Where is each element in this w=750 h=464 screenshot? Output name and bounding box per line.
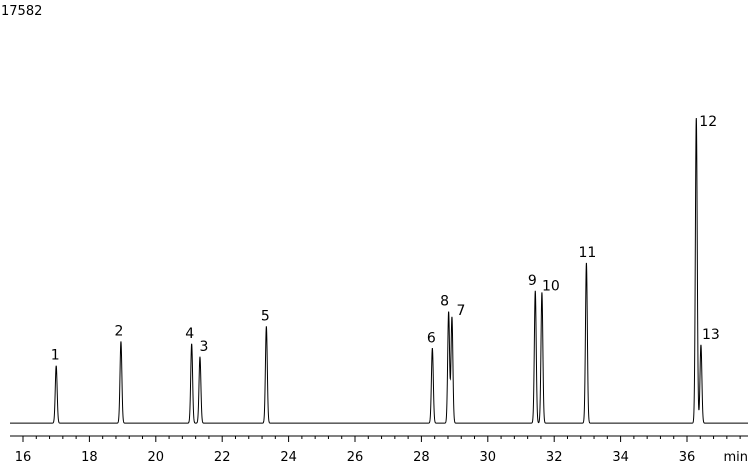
peak-label-9: 9 <box>528 273 537 289</box>
x-tick-label: 30 <box>480 450 497 464</box>
x-tick-label: 22 <box>214 450 231 464</box>
peak-label-3: 3 <box>199 339 208 355</box>
x-tick-label: 36 <box>679 450 696 464</box>
peak-label-10: 10 <box>542 279 560 295</box>
x-axis: 16 18 20 22 24 26 28 30 32 34 36 min <box>10 435 748 464</box>
x-tick-label: 18 <box>81 450 98 464</box>
peak-label-12: 12 <box>699 114 717 130</box>
x-tick-label: 28 <box>413 450 430 464</box>
peak-label-7: 7 <box>456 303 465 319</box>
peak-label-8: 8 <box>440 294 449 310</box>
peak-label-2: 2 <box>114 324 123 340</box>
peak-label-4: 4 <box>185 326 194 342</box>
peak-label-5: 5 <box>261 309 270 325</box>
chromatogram-trace <box>10 117 748 424</box>
peak-label-11: 11 <box>578 245 596 261</box>
peak-label-1: 1 <box>51 348 60 364</box>
x-tick-label: 16 <box>15 450 32 464</box>
peak-label-13: 13 <box>702 327 720 343</box>
x-axis-unit: min <box>723 450 748 464</box>
x-tick-label: 32 <box>546 450 563 464</box>
peak-label-6: 6 <box>427 330 436 346</box>
x-tick-label: 26 <box>347 450 364 464</box>
x-tick-label: 24 <box>280 450 297 464</box>
y-max-label: 17582 <box>1 4 42 19</box>
x-tick-label: 20 <box>148 450 165 464</box>
trace-layer <box>10 117 748 424</box>
x-tick-label: 34 <box>612 450 629 464</box>
